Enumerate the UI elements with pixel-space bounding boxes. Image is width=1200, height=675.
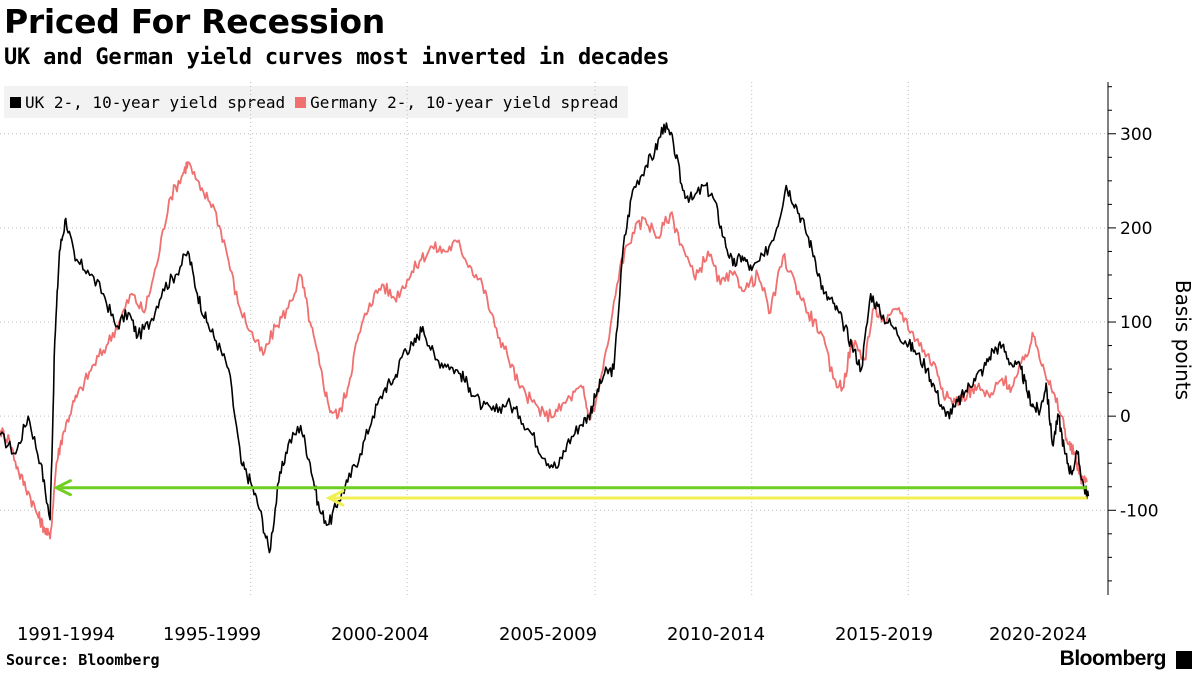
series-layer <box>0 122 1090 554</box>
legend-item-germany: Germany 2-, 10-year yield spread <box>295 93 618 112</box>
x-axis-labels: 1991-1994 1995-1999 2000-2004 2005-2009 2010… <box>17 624 1087 645</box>
legend: UK 2-, 10-year yield spread Germany 2-, … <box>4 86 629 118</box>
legend-item-uk: UK 2-, 10-year yield spread <box>10 93 285 112</box>
annotation-arrow-head-1 <box>325 489 345 507</box>
annotation-layer <box>53 479 1087 507</box>
y-axis-title: Basis points <box>1171 280 1195 400</box>
x-tick-label: 2005-2009 <box>499 624 597 645</box>
legend-label-germany: Germany 2-, 10-year yield spread <box>310 92 619 112</box>
x-tick-label: 2015-2019 <box>835 624 933 645</box>
x-tick-label: 1991-1994 <box>17 624 115 645</box>
y-tick-label: 200 <box>1120 219 1152 239</box>
source-note: Source: Bloomberg <box>6 651 160 669</box>
y-tick-label: -100 <box>1120 501 1159 521</box>
annotation-arrow-head-0 <box>53 479 72 497</box>
legend-swatch-germany <box>295 96 307 108</box>
series-line-uk <box>0 122 1090 554</box>
series-line-germany <box>0 161 1088 540</box>
x-tick-label: 2000-2004 <box>331 624 429 645</box>
x-tick-label: 2010-2014 <box>667 624 765 645</box>
y-tick-label: 100 <box>1120 313 1152 333</box>
legend-swatch-uk <box>10 96 21 108</box>
y-tick-label: 300 <box>1120 125 1152 145</box>
chart-title: Priced For Recession <box>4 2 385 41</box>
grid-lines <box>0 82 1108 595</box>
legend-label-uk: UK 2-, 10-year yield spread <box>25 92 286 112</box>
bloomberg-icon <box>1176 651 1192 669</box>
chart-subtitle: UK and German yield curves most inverted… <box>4 45 670 70</box>
y-axis: 300 200 100 0 -100 <box>1107 82 1159 595</box>
y-tick-label: 0 <box>1120 407 1131 427</box>
brand-logo-text: Bloomberg <box>1059 647 1167 670</box>
x-tick-label: 1995-1999 <box>163 624 261 645</box>
x-tick-label: 2020-2024 <box>989 624 1087 645</box>
